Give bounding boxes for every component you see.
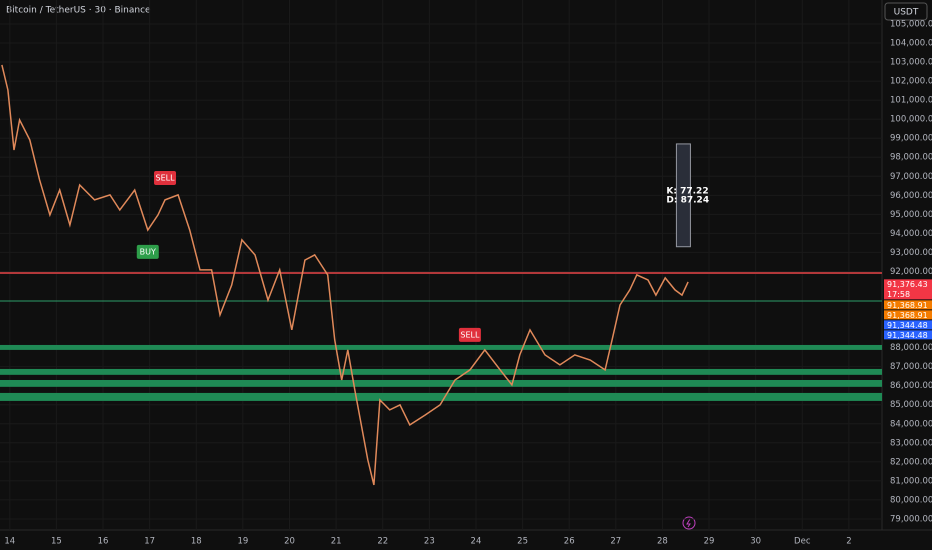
x-tick-label: 28 — [657, 537, 668, 547]
signal-marker — [458, 327, 481, 342]
x-tick-label: 16 — [98, 537, 109, 547]
y-tick-label: 104,000.00 — [890, 39, 932, 49]
y-tick-label: 86,000.00 — [890, 381, 932, 391]
price-badge-label: 91,344.48 — [887, 321, 928, 330]
stoch-d: D: 87.24 — [666, 196, 709, 206]
x-tick-label: 27 — [610, 537, 621, 547]
x-tick-label: 19 — [237, 537, 248, 547]
y-tick-label: 101,000.00 — [890, 96, 932, 106]
price-badge — [884, 330, 932, 340]
x-tick-label: 23 — [424, 537, 435, 547]
y-tick-label: 105,000.00 — [890, 19, 932, 29]
x-tick-label: 22 — [377, 537, 388, 547]
y-tick-label: 96,000.00 — [890, 191, 932, 201]
y-tick-label: 95,000.00 — [890, 210, 932, 220]
support-zone — [0, 379, 882, 387]
price-badge-label: 91,368.91 — [887, 311, 928, 320]
x-tick-label: 2 — [846, 537, 851, 547]
x-tick-label: 26 — [564, 537, 575, 547]
y-tick-label: 103,000.00 — [890, 58, 932, 68]
y-tick-label: 100,000.00 — [890, 115, 932, 125]
price-badge — [884, 300, 932, 310]
x-tick-label: 21 — [331, 537, 342, 547]
x-tick-label: 18 — [191, 537, 202, 547]
price-badge-label: 91,368.91 — [887, 301, 928, 310]
y-tick-label: 99,000.00 — [890, 134, 932, 144]
y-tick-label: 102,000.00 — [890, 77, 932, 87]
signal-marker — [154, 170, 177, 185]
support-zone — [0, 344, 882, 350]
stoch-k: K: 77.22 — [666, 187, 708, 197]
price-badge-label: 91,344.48 — [887, 331, 928, 340]
price-badge-label: 91,376.43 — [887, 280, 928, 289]
y-tick-label: 83,000.00 — [890, 438, 932, 448]
signal-label: BUY — [140, 247, 156, 256]
x-tick-label: 17 — [144, 537, 155, 547]
x-tick-label: Dec — [794, 537, 811, 547]
signal-label: SELL — [460, 330, 480, 339]
x-tick-label: 30 — [750, 537, 761, 547]
x-tick-label: 14 — [4, 537, 15, 547]
currency-label: USDT — [894, 8, 919, 18]
support-zone — [0, 392, 882, 401]
y-tick-label: 84,000.00 — [890, 419, 932, 429]
y-tick-label: 87,000.00 — [890, 362, 932, 372]
y-tick-label: 93,000.00 — [890, 248, 932, 258]
x-tick-label: 29 — [704, 537, 715, 547]
y-tick-label: 97,000.00 — [890, 172, 932, 182]
chart-title: Bitcoin / TetherUS · 30 · Binance — [6, 6, 151, 16]
price-badge — [884, 279, 932, 300]
alert-icon[interactable] — [682, 516, 696, 530]
price-line — [1, 64, 689, 486]
support-zone — [0, 368, 882, 375]
y-tick-label: 98,000.00 — [890, 153, 932, 163]
y-tick-label: 81,000.00 — [890, 476, 932, 486]
y-tick-label: 94,000.00 — [890, 229, 932, 239]
y-tick-label: 88,000.00 — [890, 343, 932, 353]
signal-marker — [136, 244, 159, 259]
price-badge — [884, 320, 932, 330]
y-tick-label: 79,000.00 — [890, 514, 932, 524]
x-tick-label: 24 — [471, 537, 482, 547]
y-tick-label: 82,000.00 — [890, 457, 932, 467]
signal-label: SELL — [156, 173, 176, 182]
y-tick-label: 92,000.00 — [890, 267, 932, 277]
price-badge — [884, 310, 932, 320]
x-tick-label: 25 — [517, 537, 528, 547]
y-tick-label: 80,000.00 — [890, 495, 932, 505]
x-tick-label: 15 — [51, 537, 62, 547]
stoch-box — [675, 143, 691, 248]
currency-button[interactable] — [884, 2, 928, 21]
alert-icon-bolt — [686, 518, 691, 528]
y-tick-label: 85,000.00 — [890, 400, 932, 410]
x-tick-label: 20 — [284, 537, 295, 547]
price-badge-time: 17:58 — [887, 290, 910, 299]
